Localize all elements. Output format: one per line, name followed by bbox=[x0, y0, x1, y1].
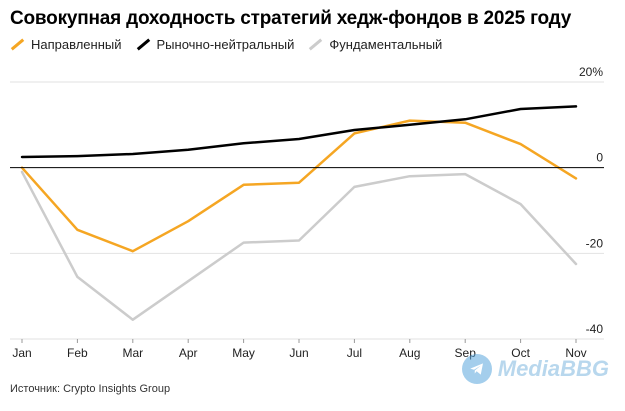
legend-item-market-neutral: Рыночно-нейтральный bbox=[136, 37, 295, 52]
legend-label-directional: Направленный bbox=[31, 37, 122, 52]
legend-label-fundamental: Фундаментальный bbox=[329, 37, 443, 52]
series-line-1 bbox=[20, 119, 578, 253]
legend-label-market-neutral: Рыночно-нейтральный bbox=[156, 37, 295, 52]
x-tick-label: Oct bbox=[511, 346, 530, 360]
source-note: Источник: Crypto Insights Group bbox=[10, 383, 171, 395]
watermark: MediaBBG bbox=[461, 354, 609, 384]
y-tick-label: 20% bbox=[579, 65, 603, 79]
y-tick-label: 0 bbox=[596, 151, 603, 165]
series-line-3 bbox=[20, 170, 578, 321]
x-tick-label: Jul bbox=[347, 346, 362, 360]
y-tick-label: -20 bbox=[586, 236, 604, 250]
x-tick-label: May bbox=[232, 346, 255, 360]
legend: Направленный Рыночно-нейтральный Фундаме… bbox=[10, 37, 442, 52]
y-tick-label: -40 bbox=[586, 322, 604, 336]
x-tick-label: Mar bbox=[122, 346, 143, 360]
x-tick-label: Feb bbox=[67, 346, 88, 360]
legend-item-directional: Направленный bbox=[10, 37, 122, 52]
x-tick-label: Nov bbox=[565, 346, 586, 360]
legend-item-fundamental: Фундаментальный bbox=[308, 37, 442, 52]
x-tick-label: Apr bbox=[179, 346, 198, 360]
x-tick-label: Aug bbox=[399, 346, 420, 360]
watermark-text: MediaBBG bbox=[497, 356, 609, 381]
x-tick-label: Jun bbox=[289, 346, 308, 360]
chart-title: Совокупная доходность стратегий хедж-фон… bbox=[10, 8, 572, 29]
x-tick-label: Jan bbox=[12, 346, 31, 360]
series-line-2 bbox=[20, 105, 578, 159]
telegram-icon bbox=[461, 354, 492, 384]
